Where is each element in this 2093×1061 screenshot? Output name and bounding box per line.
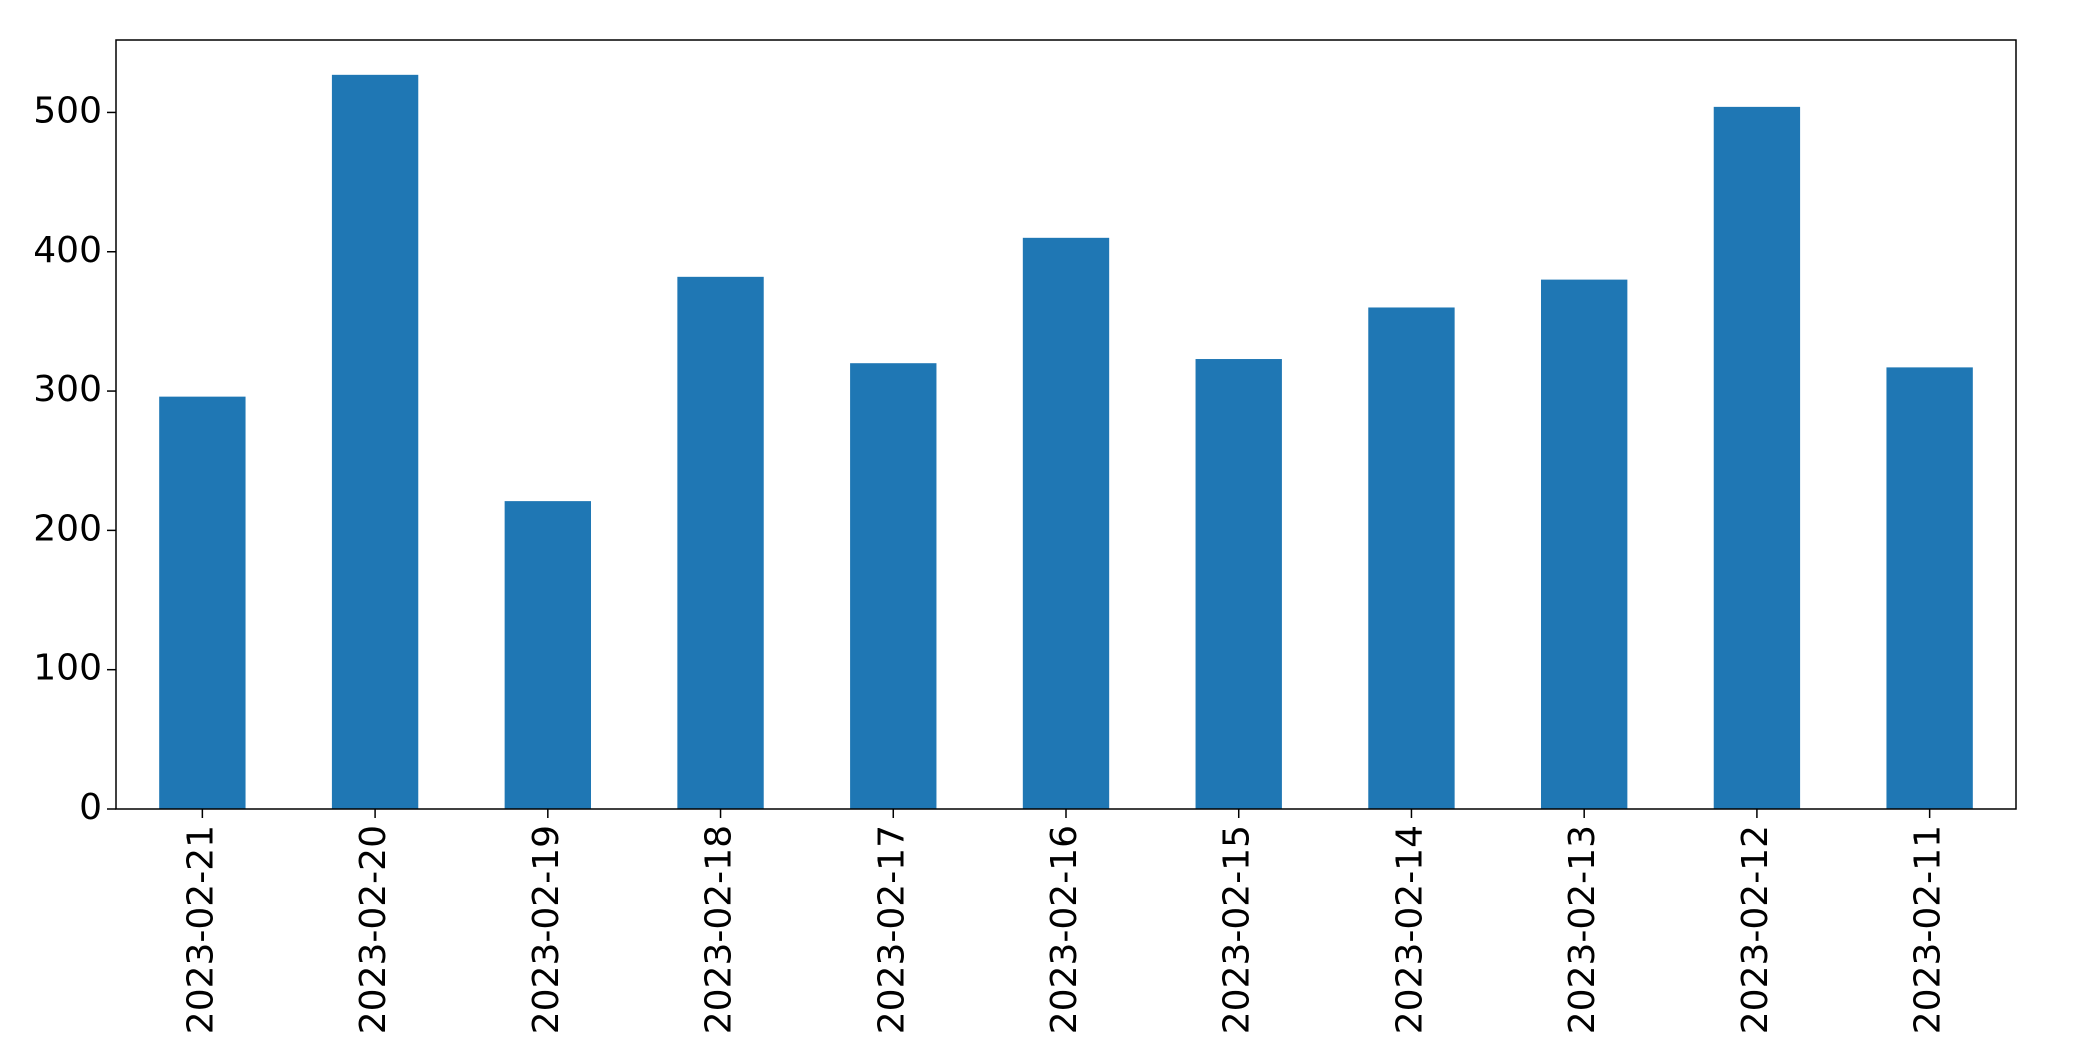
bar <box>1541 279 1628 809</box>
x-tick-label: 2023-02-18 <box>699 825 740 1034</box>
y-tick-label: 500 <box>33 90 102 131</box>
x-tick-label: 2023-02-14 <box>1389 825 1430 1034</box>
bar <box>850 363 937 809</box>
x-tick-label: 2023-02-16 <box>1044 825 1085 1034</box>
x-tick-label: 2023-02-19 <box>526 825 567 1034</box>
x-tick-label: 2023-02-21 <box>180 825 221 1034</box>
y-tick-label: 300 <box>33 369 102 410</box>
bar <box>1713 106 1801 809</box>
bar <box>159 396 246 809</box>
x-tick-label: 2023-02-17 <box>871 825 912 1034</box>
bar <box>1368 307 1455 809</box>
bar <box>504 501 591 809</box>
x-tick-label: 2023-02-12 <box>1735 825 1776 1034</box>
bar <box>1022 237 1110 810</box>
bar <box>677 276 764 809</box>
bar <box>1195 359 1282 809</box>
y-tick-label: 400 <box>33 230 102 271</box>
y-tick-label: 100 <box>33 648 102 689</box>
y-tick-label: 0 <box>79 787 102 828</box>
x-tick-label: 2023-02-20 <box>353 825 394 1034</box>
bar <box>331 74 419 810</box>
x-tick-label: 2023-02-13 <box>1562 825 1603 1034</box>
y-tick-label: 200 <box>33 508 102 549</box>
x-tick-label: 2023-02-11 <box>1908 825 1949 1034</box>
x-tick-label: 2023-02-15 <box>1217 825 1258 1034</box>
bar <box>1886 367 1973 809</box>
plot-frame <box>115 39 2017 810</box>
